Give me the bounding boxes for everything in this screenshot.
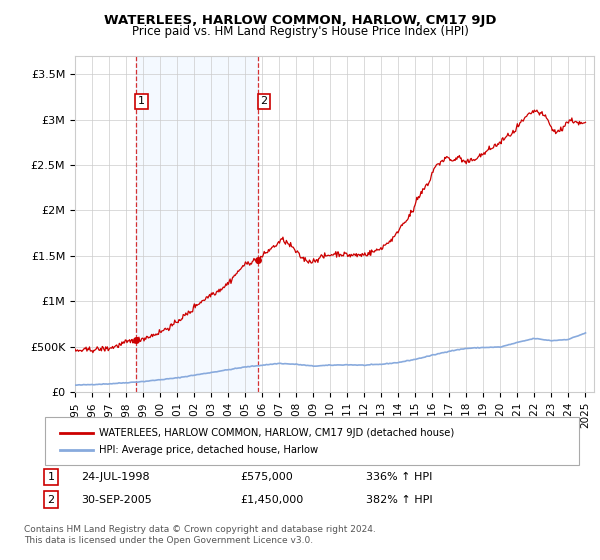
Text: 2: 2: [47, 494, 55, 505]
Text: Contains HM Land Registry data © Crown copyright and database right 2024.
This d: Contains HM Land Registry data © Crown c…: [24, 525, 376, 545]
Text: WATERLEES, HARLOW COMMON, HARLOW, CM17 9JD (detached house): WATERLEES, HARLOW COMMON, HARLOW, CM17 9…: [99, 428, 454, 437]
Text: 382% ↑ HPI: 382% ↑ HPI: [366, 494, 433, 505]
Text: £575,000: £575,000: [240, 472, 293, 482]
Text: 1: 1: [138, 96, 145, 106]
Text: £1,450,000: £1,450,000: [240, 494, 303, 505]
Text: 30-SEP-2005: 30-SEP-2005: [81, 494, 152, 505]
Text: 2: 2: [260, 96, 268, 106]
Text: WATERLEES, HARLOW COMMON, HARLOW, CM17 9JD: WATERLEES, HARLOW COMMON, HARLOW, CM17 9…: [104, 14, 496, 27]
Text: Price paid vs. HM Land Registry's House Price Index (HPI): Price paid vs. HM Land Registry's House …: [131, 25, 469, 38]
Text: 1: 1: [47, 472, 55, 482]
Text: HPI: Average price, detached house, Harlow: HPI: Average price, detached house, Harl…: [99, 445, 318, 455]
Bar: [136, 56, 258, 392]
Text: 24-JUL-1998: 24-JUL-1998: [81, 472, 149, 482]
Text: 336% ↑ HPI: 336% ↑ HPI: [366, 472, 433, 482]
